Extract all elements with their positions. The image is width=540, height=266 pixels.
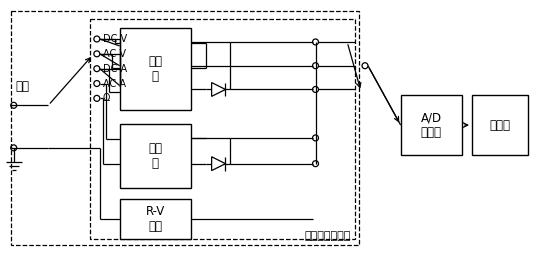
Text: AC V: AC V (103, 49, 126, 59)
Polygon shape (212, 157, 226, 171)
Bar (401, 95, 462, 155)
Bar (472, 95, 528, 155)
Bar (119, 124, 191, 188)
Text: AC A: AC A (103, 78, 126, 89)
Bar (90, 19, 355, 239)
Text: Ω: Ω (103, 93, 110, 103)
Bar (119, 28, 191, 110)
Bar (11, 11, 359, 245)
Text: R-V
変換: R-V 変換 (146, 205, 165, 233)
Text: A/D
変換部: A/D 変換部 (421, 111, 442, 139)
Bar (119, 199, 191, 239)
Text: 分圧
器: 分圧 器 (148, 55, 162, 83)
Text: 表示部: 表示部 (490, 119, 511, 132)
Text: DC V: DC V (103, 34, 127, 44)
Text: 入力: 入力 (16, 80, 30, 93)
Text: 入力信号変換部: 入力信号変換部 (305, 231, 351, 241)
Polygon shape (212, 82, 226, 96)
Text: 分流
器: 分流 器 (148, 142, 162, 170)
Text: DC A: DC A (103, 64, 127, 74)
